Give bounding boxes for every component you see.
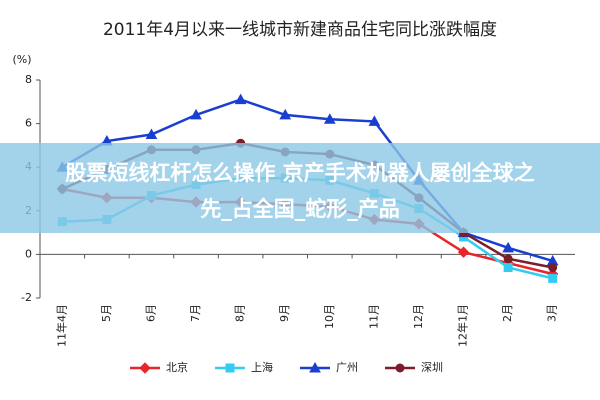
marker <box>457 246 470 258</box>
x-tick-label: 2月 <box>501 304 514 322</box>
y-tick-label: 0 <box>25 247 32 260</box>
line <box>61 98 554 263</box>
legend-label: 北京 <box>166 360 188 374</box>
legend-label: 广州 <box>336 361 358 374</box>
marker <box>234 93 247 105</box>
marker <box>323 113 336 124</box>
legend-label: 上海 <box>251 360 273 374</box>
legend-label: 深圳 <box>421 361 443 374</box>
y-tick-label: 8 <box>25 73 32 86</box>
marker <box>548 262 558 272</box>
x-tick-label: 5月 <box>100 304 113 322</box>
marker <box>503 254 513 264</box>
x-tick-label: 9月 <box>278 304 291 322</box>
marker <box>368 115 381 126</box>
marker <box>279 108 292 120</box>
x-tick-label: 12月 <box>412 304 425 329</box>
x-tick-label: 11年4月 <box>54 304 68 347</box>
banner-text: 先_占全国_蛇形_产品 <box>200 197 400 221</box>
marker <box>190 108 202 120</box>
banner-text: 股票短线杠杆怎么操作 京产手术机器人屡创全球之 <box>65 161 534 185</box>
marker <box>503 262 513 272</box>
x-tick-label: 3月 <box>546 304 559 322</box>
x-tick-label: 11月 <box>367 304 380 329</box>
x-tick-label: 10月 <box>323 304 336 329</box>
marker <box>395 363 405 373</box>
banner <box>0 143 600 233</box>
marker <box>309 361 321 373</box>
chart-title: 2011年4月以来一线城市新建商品住宅同比涨跌幅度 <box>103 20 497 40</box>
y-axis-label: (%) <box>12 53 31 66</box>
marker <box>225 363 235 373</box>
marker <box>145 128 158 139</box>
x-tick-label: 8月 <box>234 304 247 322</box>
marker <box>139 362 151 374</box>
x-tick-label: 6月 <box>144 304 157 322</box>
marker <box>502 241 514 253</box>
y-tick-label: 6 <box>25 117 32 130</box>
x-tick-label: 7月 <box>189 304 202 322</box>
x-tick-label: 12年1月 <box>456 304 470 347</box>
y-tick-label: -2 <box>21 291 32 304</box>
marker <box>548 273 558 283</box>
